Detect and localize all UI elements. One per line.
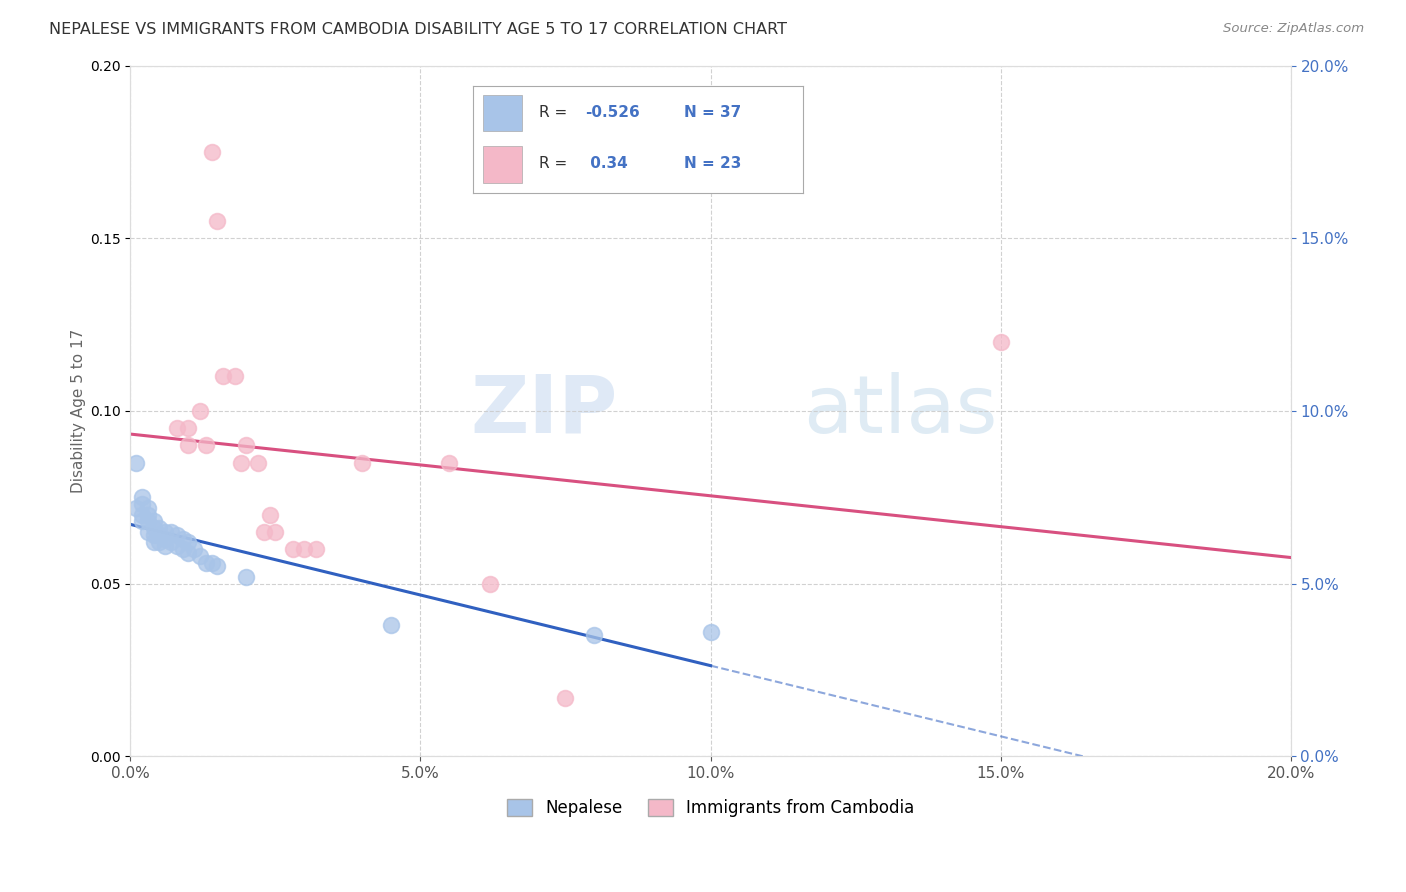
Point [253,524,276,539]
Point [131,497,153,511]
Point [177,545,200,559]
Point [172,532,194,546]
Point [125,456,148,470]
Point [292,542,315,557]
Point [172,542,194,557]
Point [166,421,188,435]
Point [142,515,165,529]
Point [136,508,159,522]
Point [305,542,328,557]
Text: Source: ZipAtlas.com: Source: ZipAtlas.com [1223,22,1364,36]
Point [352,456,374,470]
Point [148,528,170,542]
Point [153,532,176,546]
Point [153,539,176,553]
Legend: Nepalese, Immigrants from Cambodia: Nepalese, Immigrants from Cambodia [501,792,921,824]
Point [479,576,502,591]
Point [160,535,183,549]
Point [177,438,200,452]
Point [148,535,170,549]
Point [160,524,183,539]
Point [207,214,229,228]
Point [131,490,153,504]
Point [166,539,188,553]
Point [212,369,235,384]
Point [177,421,200,435]
Point [439,456,461,470]
Point [142,528,165,542]
Point [990,334,1012,349]
Point [177,535,200,549]
Point [200,145,222,159]
Y-axis label: Disability Age 5 to 17: Disability Age 5 to 17 [72,329,86,493]
Point [229,456,252,470]
Text: ZIP: ZIP [471,372,617,450]
Text: NEPALESE VS IMMIGRANTS FROM CAMBODIA DISABILITY AGE 5 TO 17 CORRELATION CHART: NEPALESE VS IMMIGRANTS FROM CAMBODIA DIS… [49,22,787,37]
Point [380,618,402,632]
Point [188,549,211,563]
Point [166,528,188,542]
Point [583,628,606,642]
Point [131,508,153,522]
Point [235,570,257,584]
Point [188,404,211,418]
Point [136,515,159,529]
Point [136,524,159,539]
Point [264,524,287,539]
Text: atlas: atlas [803,372,998,450]
Point [183,542,205,557]
Point [194,556,217,570]
Point [142,521,165,535]
Point [281,542,304,557]
Point [554,690,576,705]
Point [153,524,176,539]
Point [246,456,269,470]
Point [699,624,721,639]
Point [148,521,170,535]
Point [125,500,148,515]
Point [207,559,229,574]
Point [131,515,153,529]
Point [136,500,159,515]
Point [194,438,217,452]
Point [235,438,257,452]
Point [224,369,246,384]
Point [259,508,281,522]
Point [142,535,165,549]
Point [200,556,222,570]
